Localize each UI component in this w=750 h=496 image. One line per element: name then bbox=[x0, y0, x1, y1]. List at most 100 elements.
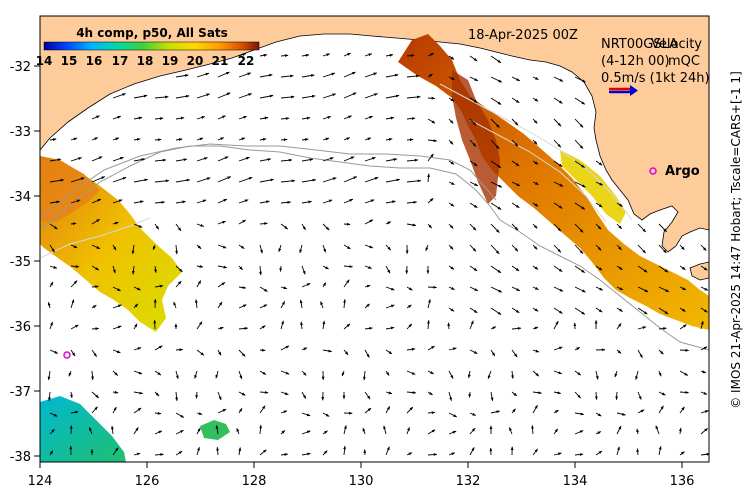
current-vector-arrow bbox=[238, 244, 245, 249]
current-vector-arrow bbox=[700, 391, 708, 395]
current-vector-arrow bbox=[280, 223, 288, 230]
current-vector-arrow bbox=[238, 176, 253, 183]
current-vector-arrow bbox=[343, 52, 351, 57]
sst-patch-east-yellow bbox=[560, 150, 626, 224]
current-vector-arrow bbox=[322, 116, 332, 120]
current-vector-arrow bbox=[385, 446, 390, 456]
current-vector-arrow bbox=[259, 424, 263, 435]
current-vector-arrow bbox=[574, 97, 586, 105]
current-vector-arrow bbox=[133, 94, 148, 99]
current-vector-arrow bbox=[532, 181, 539, 186]
current-vector-field bbox=[47, 52, 709, 457]
current-vector-arrow bbox=[259, 244, 263, 254]
y-tick-label: -32 bbox=[10, 60, 31, 75]
current-vector-arrow bbox=[196, 280, 202, 288]
current-vector-arrow bbox=[427, 370, 434, 375]
current-vector-arrow bbox=[574, 391, 581, 399]
current-vector-arrow bbox=[280, 453, 289, 456]
current-vector-arrow bbox=[448, 223, 454, 229]
current-vector-arrow bbox=[511, 139, 519, 147]
current-vector-arrow bbox=[112, 93, 126, 99]
current-vector-arrow bbox=[301, 200, 312, 204]
current-vector-arrow bbox=[616, 202, 623, 207]
current-vector-arrow bbox=[196, 177, 211, 183]
current-vector-arrow bbox=[322, 282, 327, 288]
current-vector-arrow bbox=[196, 349, 205, 356]
current-vector-arrow bbox=[238, 304, 247, 309]
current-vector-arrow bbox=[278, 244, 282, 253]
current-vector-arrow bbox=[406, 304, 412, 309]
current-vector-arrow bbox=[637, 391, 642, 400]
current-vector-arrow bbox=[574, 181, 586, 188]
current-vector-arrow bbox=[154, 284, 164, 288]
current-vector-arrow bbox=[343, 265, 353, 268]
current-vector-arrow bbox=[511, 118, 519, 126]
current-vector-arrow bbox=[364, 72, 378, 78]
current-vector-arrow bbox=[301, 430, 311, 435]
current-vector-arrow bbox=[490, 244, 500, 255]
current-vector-arrow bbox=[301, 116, 311, 120]
current-vector-arrow bbox=[532, 244, 538, 250]
current-vector-arrow bbox=[280, 138, 288, 142]
current-vector-arrow bbox=[70, 137, 78, 141]
current-vector-arrow bbox=[91, 137, 99, 141]
current-vector-arrow bbox=[679, 324, 687, 330]
current-vector-arrow bbox=[469, 286, 479, 292]
current-vector-arrow bbox=[636, 448, 640, 456]
current-vector-arrow bbox=[280, 158, 293, 162]
current-vector-arrow bbox=[364, 93, 378, 99]
current-vector-arrow bbox=[574, 223, 584, 233]
velocity-label-overlay2: mQC bbox=[668, 54, 700, 69]
current-vector-arrow bbox=[112, 286, 121, 292]
current-vector-arrow bbox=[511, 349, 518, 358]
current-vector-arrow bbox=[574, 244, 584, 254]
current-vector-arrow bbox=[175, 158, 188, 162]
current-vector-arrow bbox=[427, 52, 435, 57]
current-vector-arrow bbox=[406, 95, 421, 99]
current-vector-arrow bbox=[511, 223, 519, 231]
current-vector-arrow bbox=[217, 408, 227, 414]
current-vector-arrow bbox=[70, 199, 81, 204]
current-vector-arrow bbox=[49, 244, 55, 253]
current-vector-arrow bbox=[490, 160, 502, 169]
current-vector-arrow bbox=[322, 223, 330, 231]
current-vector-arrow bbox=[616, 446, 620, 456]
current-vector-arrow bbox=[238, 349, 246, 357]
current-vector-arrow bbox=[343, 137, 351, 141]
current-vector-arrow bbox=[194, 299, 198, 309]
current-vector-arrow bbox=[469, 223, 477, 231]
current-vector-arrow bbox=[448, 265, 455, 270]
current-vector-arrow bbox=[490, 118, 500, 128]
current-vector-arrow bbox=[553, 428, 559, 435]
current-vector-arrow bbox=[532, 139, 538, 145]
y-axis bbox=[34, 65, 40, 457]
sst-patch-west-warm bbox=[40, 160, 100, 222]
current-vector-arrow bbox=[49, 281, 54, 288]
current-vector-arrow bbox=[364, 219, 374, 225]
argo-float-marker bbox=[63, 351, 71, 359]
current-vector-arrow bbox=[553, 223, 562, 232]
current-vector-arrow bbox=[448, 139, 454, 145]
current-vector-arrow bbox=[427, 411, 436, 415]
current-vector-arrow bbox=[553, 409, 559, 414]
current-vector-arrow bbox=[133, 158, 146, 162]
current-vector-arrow bbox=[427, 429, 436, 435]
side-credit: © IMOS 21-Apr-2025 14:47 Hobart; Tscale=… bbox=[724, 16, 748, 464]
current-vector-arrow bbox=[364, 53, 373, 57]
current-vector-arrow bbox=[658, 445, 662, 456]
current-vector-arrow bbox=[49, 138, 57, 141]
current-vector-arrow bbox=[175, 280, 182, 288]
current-vector-arrow bbox=[322, 265, 329, 270]
current-vector-arrow bbox=[406, 74, 420, 78]
current-vector-arrow bbox=[259, 138, 267, 141]
map-title: 18-Apr-2025 00Z bbox=[468, 28, 578, 43]
current-vector-arrow bbox=[385, 265, 391, 274]
current-vector-arrow bbox=[532, 349, 540, 353]
current-vector-arrow bbox=[385, 221, 392, 225]
current-vector-arrow bbox=[154, 95, 169, 99]
current-vector-arrow bbox=[700, 346, 708, 351]
current-vector-arrow bbox=[154, 179, 170, 183]
current-vector-arrow bbox=[637, 409, 645, 414]
current-vector-arrow bbox=[301, 178, 317, 183]
